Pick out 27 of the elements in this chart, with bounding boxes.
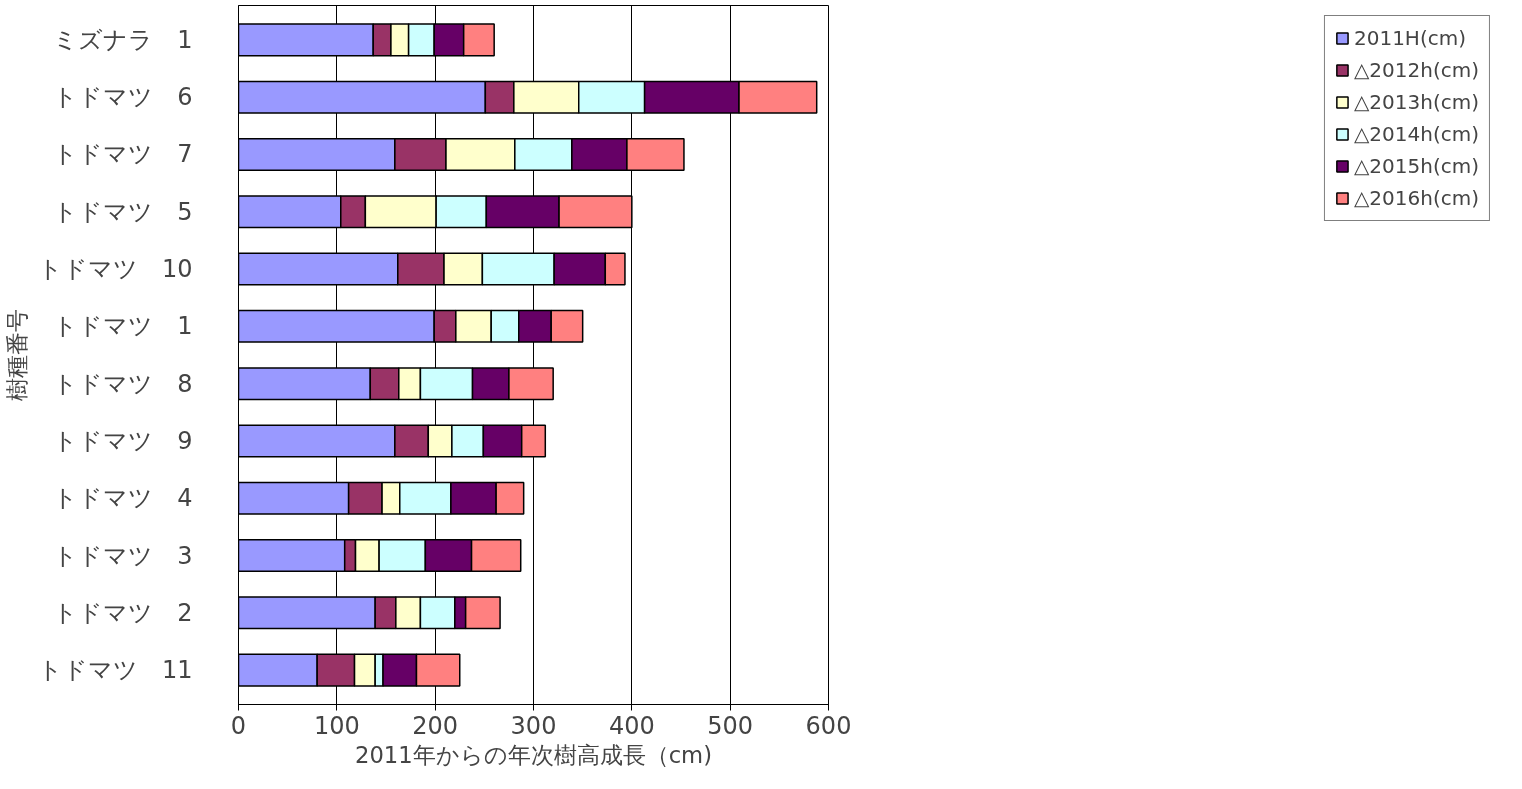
y-tick-label: トドマツ 11 — [37, 656, 193, 685]
x-tick-label: 300 — [510, 711, 557, 740]
y-tick-label: トドマツ 6 — [53, 83, 193, 112]
y-tick-label: トドマツ 1 — [53, 312, 193, 341]
x-tick-label: 400 — [608, 711, 655, 740]
y-tick-label: トドマツ 8 — [53, 369, 193, 398]
y-tick-label: トドマツ 5 — [53, 197, 193, 226]
y-tick-label: トドマツ 3 — [53, 541, 193, 570]
y-tick-label: トドマツ 7 — [53, 140, 193, 169]
x-tick-label: 100 — [313, 711, 360, 740]
y-tick-label: トドマツ 10 — [37, 255, 193, 284]
y-axis-title: 樹種番号 — [3, 309, 30, 401]
y-tick-label: トドマツ 2 — [53, 598, 193, 627]
legend-label: △2014h(cm) — [1353, 122, 1479, 146]
x-tick-label: 0 — [230, 711, 247, 740]
y-tick-label: ミズナラ 1 — [53, 25, 193, 54]
legend-label: △2012h(cm) — [1353, 58, 1479, 82]
legend-label: 2011H(cm) — [1353, 26, 1466, 50]
x-tick-label: 600 — [805, 711, 852, 740]
y-tick-label: トドマツ 4 — [53, 484, 193, 513]
x-tick-label: 500 — [707, 711, 754, 740]
x-tick-label: 200 — [412, 711, 459, 740]
x-axis-title: 2011年からの年次樹高成長（cm) — [354, 741, 713, 768]
legend-label: △2013h(cm) — [1353, 90, 1479, 114]
legend-label: △2015h(cm) — [1353, 154, 1479, 178]
legend-label: △2016h(cm) — [1353, 186, 1479, 210]
y-tick-label: トドマツ 9 — [53, 426, 193, 455]
